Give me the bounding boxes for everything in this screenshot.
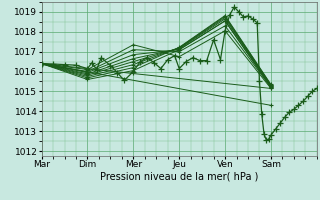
X-axis label: Pression niveau de la mer( hPa ): Pression niveau de la mer( hPa )	[100, 172, 258, 182]
